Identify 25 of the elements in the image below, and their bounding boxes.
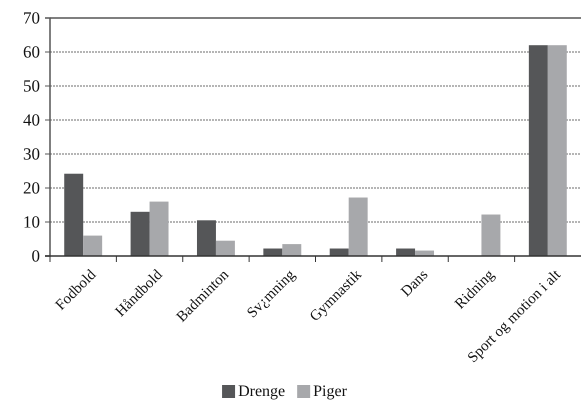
y-tick-label: 40 — [23, 110, 40, 130]
y-tick-label: 20 — [23, 178, 40, 198]
bar — [330, 248, 349, 256]
bar — [348, 198, 368, 256]
bar — [216, 240, 235, 256]
bar — [415, 250, 434, 256]
y-tick-label: 50 — [23, 76, 40, 96]
bar — [481, 214, 500, 256]
bar — [83, 236, 102, 256]
y-tick-label: 0 — [32, 246, 40, 266]
legend-label: Piger — [313, 383, 348, 400]
bar — [282, 244, 302, 256]
y-tick-label: 30 — [23, 144, 40, 164]
bar — [263, 248, 282, 256]
y-tick-label: 60 — [23, 42, 40, 62]
bar — [64, 174, 84, 256]
bar — [528, 45, 548, 256]
y-tick-label: 70 — [23, 8, 40, 28]
bar — [396, 248, 416, 256]
bar — [548, 45, 567, 256]
y-tick-label: 10 — [23, 212, 40, 232]
bar — [150, 202, 169, 256]
bar — [196, 220, 216, 256]
bar — [130, 212, 150, 256]
legend-label: Drenge — [238, 383, 286, 400]
